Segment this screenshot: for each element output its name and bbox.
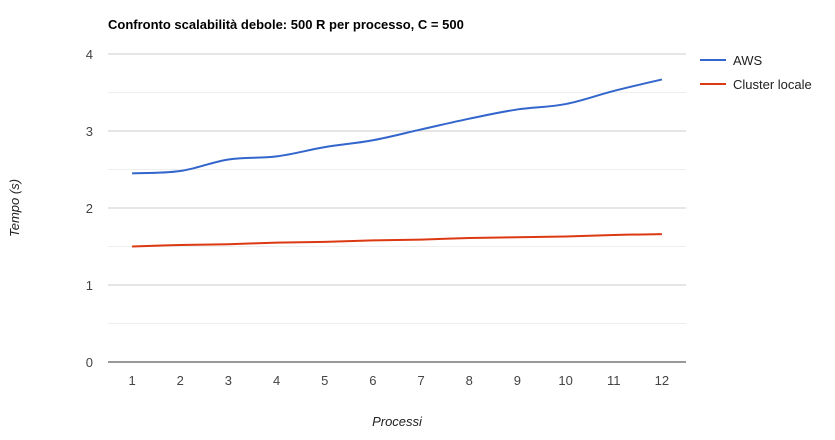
x-tick-label: 8: [466, 373, 473, 388]
y-tick-label: 4: [86, 47, 93, 62]
x-tick-label: 9: [514, 373, 521, 388]
x-tick-label: 3: [225, 373, 232, 388]
y-tick-label: 2: [86, 201, 93, 216]
x-tick-label: 6: [369, 373, 376, 388]
series-line-aws: [132, 78, 663, 175]
x-axis-title: Processi: [372, 414, 423, 429]
x-tick-label: 7: [417, 373, 424, 388]
y-tick-label: 0: [86, 355, 93, 370]
legend-label-aws: AWS: [733, 53, 762, 68]
x-tick-label: 1: [128, 373, 135, 388]
x-tick-label: 12: [655, 373, 669, 388]
x-tick-label: 5: [321, 373, 328, 388]
legend-label-cluster-locale: Cluster locale: [733, 77, 812, 92]
series-line-cluster-locale: [132, 233, 662, 248]
grid: [108, 53, 686, 363]
y-axis-title: Tempo (s): [7, 179, 22, 237]
x-tick-label: 11: [607, 373, 621, 388]
x-tick-label: 2: [177, 373, 184, 388]
y-axis-ticks: 0 1 2 3 4: [86, 47, 93, 370]
y-tick-label: 3: [86, 124, 93, 139]
legend: AWS Cluster locale: [700, 53, 812, 92]
y-tick-label: 1: [86, 278, 93, 293]
x-tick-label: 10: [558, 373, 572, 388]
chart-title: Confronto scalabilità debole: 500 R per …: [108, 17, 464, 32]
series-lines: [132, 78, 663, 248]
x-axis-ticks: 1 2 3 4 5 6 7 8 9 10 11 12: [128, 373, 669, 388]
x-tick-label: 4: [273, 373, 280, 388]
